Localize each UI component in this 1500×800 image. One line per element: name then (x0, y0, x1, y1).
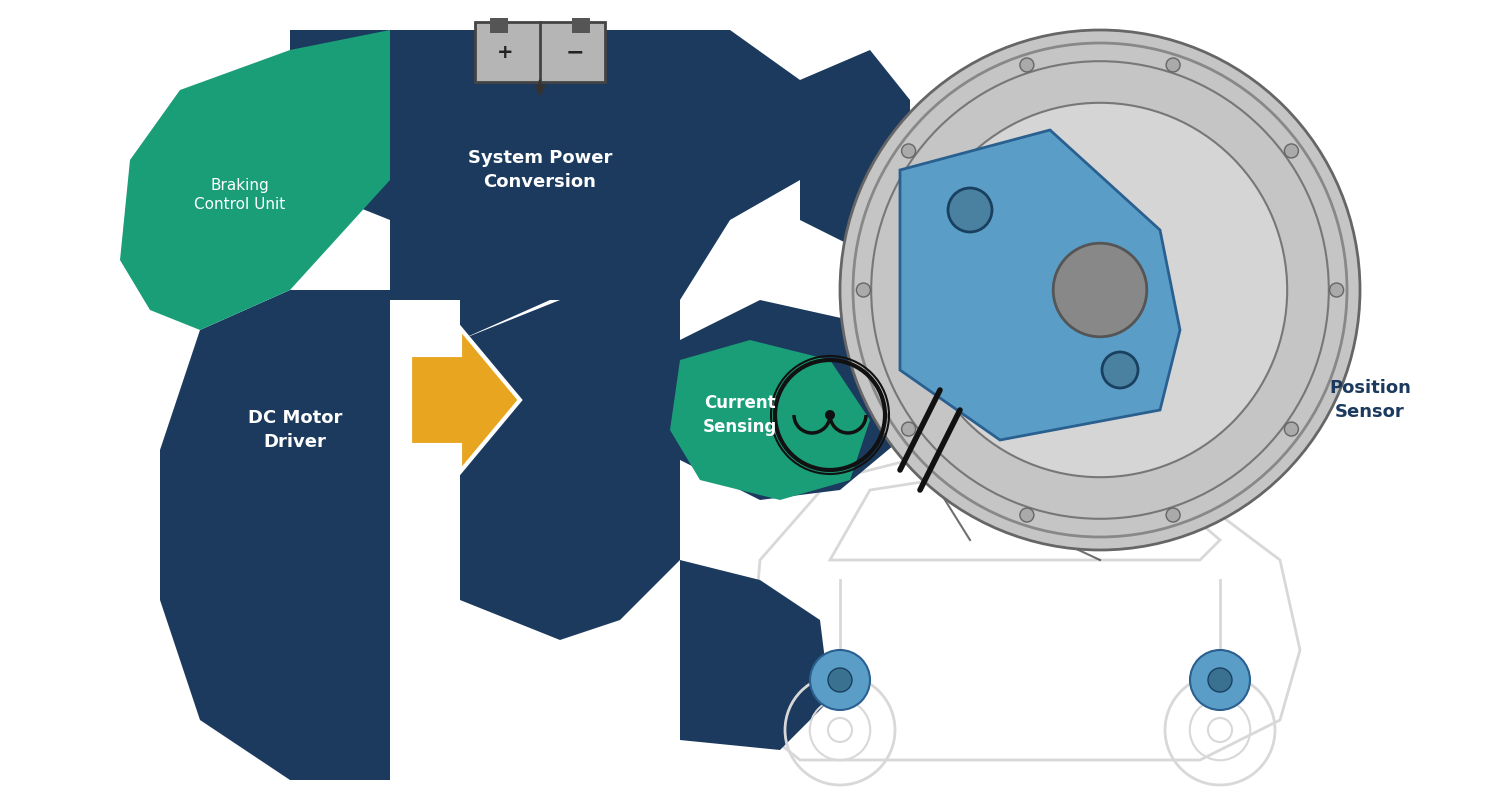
Circle shape (902, 422, 915, 436)
Polygon shape (680, 300, 900, 500)
Text: Braking
Control Unit: Braking Control Unit (195, 178, 285, 212)
Polygon shape (670, 340, 870, 500)
Text: System Power
Conversion: System Power Conversion (468, 149, 612, 190)
Bar (572, 18, 590, 33)
Circle shape (1020, 58, 1034, 72)
Text: Position
Sensor: Position Sensor (1329, 379, 1412, 421)
Circle shape (948, 188, 992, 232)
Circle shape (1284, 144, 1299, 158)
Circle shape (1329, 283, 1344, 297)
Circle shape (1166, 508, 1180, 522)
Circle shape (856, 283, 870, 297)
Circle shape (825, 410, 836, 420)
Text: +: + (496, 42, 513, 62)
Circle shape (902, 144, 915, 158)
Circle shape (1102, 352, 1138, 388)
Circle shape (1284, 422, 1299, 436)
Polygon shape (410, 328, 520, 472)
Circle shape (1020, 508, 1034, 522)
Polygon shape (290, 30, 800, 340)
Polygon shape (900, 130, 1180, 440)
Polygon shape (120, 30, 390, 330)
Circle shape (1190, 650, 1250, 710)
Circle shape (914, 102, 1287, 477)
Polygon shape (460, 300, 680, 640)
Polygon shape (800, 50, 910, 250)
Circle shape (1208, 668, 1231, 692)
Circle shape (1166, 58, 1180, 72)
Bar (476, 22, 604, 82)
Text: DC Motor
Driver: DC Motor Driver (248, 409, 342, 451)
Text: Current
Sensing: Current Sensing (704, 394, 777, 436)
Circle shape (810, 650, 870, 710)
Circle shape (840, 30, 1360, 550)
Circle shape (1053, 243, 1148, 337)
Circle shape (828, 668, 852, 692)
Bar (490, 18, 508, 33)
Polygon shape (680, 560, 830, 750)
Polygon shape (160, 290, 390, 780)
Text: −: − (566, 42, 585, 62)
